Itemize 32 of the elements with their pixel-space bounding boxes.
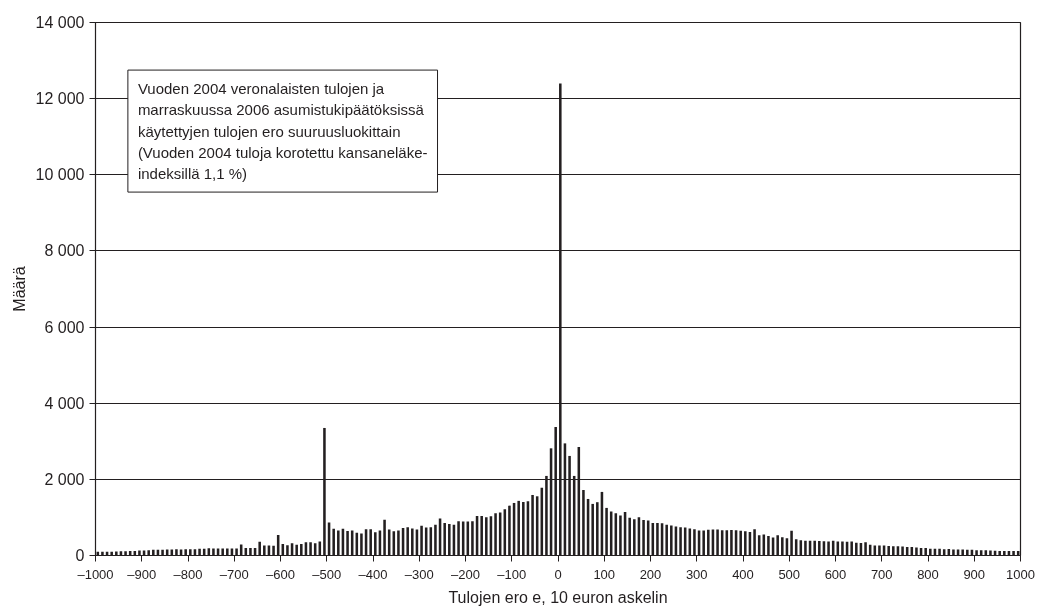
x-tick-label: 900 <box>963 566 986 582</box>
x-tick-label: 800 <box>917 566 939 582</box>
annotation: Vuoden 2004 veronalaisten tulojen ja marraskuussa 2006 asumistukipäätöksissä käytettyjen tulojen ero suuruusluokittain (Vuoden 2004 tuloja korotettu kansaneläke- indeksillä 1,1 %) <box>137 80 428 183</box>
y-axis-title: Määrä <box>10 266 28 312</box>
y-tick-label: 12 000 <box>35 90 85 108</box>
x-tick-label: 500 <box>778 566 801 582</box>
y-tick-label: 14 000 <box>35 14 85 31</box>
y-tick-label: 0 <box>75 547 85 564</box>
x-tick-label: 200 <box>639 566 662 582</box>
x-tick-label: –900 <box>127 566 157 582</box>
x-tick-label: 0 <box>554 566 562 582</box>
y-tick-label: 4 000 <box>44 394 85 412</box>
x-tick-label: 300 <box>685 566 708 582</box>
x-tick-label: –200 <box>451 566 480 582</box>
x-tick-label: –1000 <box>77 566 114 582</box>
x-tick-label: 400 <box>732 566 754 582</box>
x-tick-label: 1000 <box>1006 566 1035 582</box>
y-tick-label: 10 000 <box>35 166 85 184</box>
x-tick-label: –500 <box>312 566 342 582</box>
x-tick-label: –400 <box>358 566 388 582</box>
y-tick-label: 2 000 <box>44 470 85 488</box>
x-tick-label: –600 <box>266 566 295 582</box>
x-tick-label: –700 <box>219 566 249 582</box>
x-tick-label: –300 <box>404 566 434 582</box>
x-tick-label: –100 <box>497 566 527 582</box>
y-tick-label: 6 000 <box>44 318 85 336</box>
x-tick-label: 600 <box>824 566 847 582</box>
x-tick-label: –800 <box>173 566 203 582</box>
x-axis-title: Tulojen ero e, 10 euron askelin <box>448 588 668 606</box>
x-tick-label: 700 <box>870 566 893 582</box>
x-tick-label: 100 <box>593 566 616 582</box>
y-tick-label: 8 000 <box>44 242 85 260</box>
